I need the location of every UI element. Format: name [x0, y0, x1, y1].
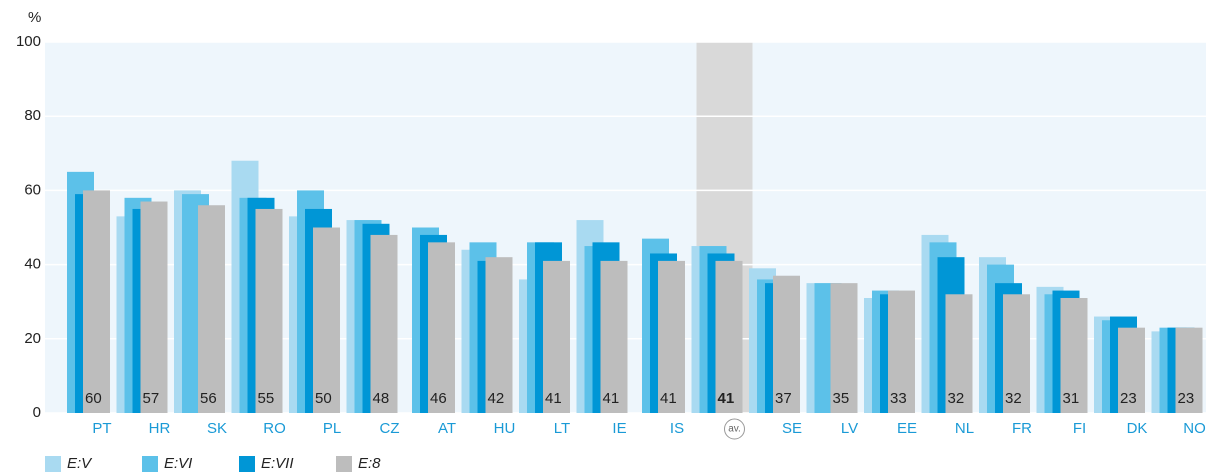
- x-tick-label: NL: [955, 420, 974, 437]
- value-label: 41: [545, 390, 562, 407]
- legend-label: E:VI: [164, 455, 192, 472]
- y-tick-label: 60: [24, 181, 41, 198]
- bar: [1175, 327, 1203, 413]
- x-tick-label: AT: [438, 420, 456, 437]
- x-tick-label: IS: [670, 420, 684, 437]
- legend-swatch: [239, 456, 255, 472]
- bar: [313, 227, 340, 413]
- y-tick-label: 40: [24, 256, 41, 273]
- legend-label: E:V: [67, 455, 93, 472]
- y-axis-label: %: [28, 9, 41, 26]
- y-tick-label: 80: [24, 107, 41, 124]
- value-label: 46: [430, 390, 447, 407]
- bar: [140, 201, 168, 413]
- value-label: 41: [718, 390, 735, 407]
- x-tick-label: EE: [897, 420, 917, 437]
- bar: [428, 242, 455, 413]
- value-label: 23: [1178, 390, 1195, 407]
- legend-swatch: [45, 456, 61, 472]
- value-label: 56: [200, 390, 217, 407]
- value-label: 41: [660, 390, 677, 407]
- value-label: 37: [775, 390, 792, 407]
- y-tick-label: 0: [33, 404, 41, 421]
- bar: [600, 260, 628, 413]
- bar: [945, 294, 973, 413]
- value-label: 31: [1063, 390, 1080, 407]
- x-tick-label: FI: [1073, 420, 1086, 437]
- bar: [773, 275, 800, 413]
- value-label: 50: [315, 390, 332, 407]
- x-tick-label: LV: [841, 420, 858, 437]
- x-tick-label: CZ: [380, 420, 400, 437]
- bar: [888, 290, 915, 413]
- bar: [543, 260, 570, 413]
- bar: [485, 257, 513, 413]
- value-label: 23: [1120, 390, 1137, 407]
- value-label: 60: [85, 390, 102, 407]
- x-tick-label: SE: [782, 420, 802, 437]
- value-label: 55: [258, 390, 275, 407]
- category-badge: [724, 418, 745, 440]
- bar: [255, 208, 283, 413]
- legend-swatch: [142, 456, 158, 472]
- x-tick-label: HR: [149, 420, 171, 437]
- y-tick-label: 100: [16, 33, 41, 50]
- legend-swatch: [336, 456, 352, 472]
- x-tick-label: av.: [728, 424, 741, 435]
- x-tick-label: LT: [554, 420, 570, 437]
- value-label: 32: [948, 390, 965, 407]
- x-tick-label: DK: [1127, 420, 1148, 437]
- bar: [658, 260, 685, 413]
- x-tick-label: SK: [207, 420, 227, 437]
- bar: [370, 234, 398, 413]
- bar: [1060, 297, 1088, 413]
- x-tick-label: PT: [92, 420, 111, 437]
- value-label: 32: [1005, 390, 1022, 407]
- bar: [198, 205, 225, 413]
- x-tick-label: IE: [612, 420, 626, 437]
- y-tick-label: 20: [24, 330, 41, 347]
- value-label: 48: [373, 390, 390, 407]
- value-label: 57: [143, 390, 160, 407]
- legend-label: E:VII: [261, 455, 294, 472]
- x-tick-label: PL: [323, 420, 341, 437]
- x-tick-label: RO: [263, 420, 286, 437]
- bar: [1003, 294, 1030, 413]
- bar: [1118, 327, 1145, 413]
- value-label: 42: [488, 390, 505, 407]
- bar: [715, 260, 743, 413]
- bar: [830, 283, 858, 413]
- legend-label: E:8: [358, 455, 381, 472]
- value-label: 35: [833, 390, 850, 407]
- bar: [83, 190, 110, 413]
- value-label: 33: [890, 390, 907, 407]
- value-label: 41: [603, 390, 620, 407]
- x-tick-label: HU: [494, 420, 516, 437]
- x-tick-label: FR: [1012, 420, 1032, 437]
- x-tick-label: NO: [1183, 420, 1206, 437]
